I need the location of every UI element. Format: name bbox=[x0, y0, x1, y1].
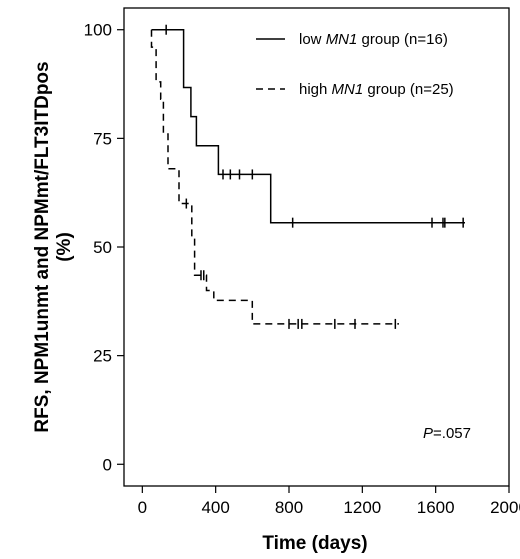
legend-label-prefix: low bbox=[299, 31, 326, 48]
x-axis: 0 400 800 1200 1600 2000 bbox=[138, 486, 520, 517]
x-axis-title: Time (days) bbox=[262, 533, 367, 554]
x-tick-label: 400 bbox=[201, 498, 229, 517]
series-line-low-mn1 bbox=[151, 28, 465, 224]
legend: low MN1 group (n=16) high MN1 group (n=25… bbox=[256, 31, 454, 98]
legend-label-gene: MN1 bbox=[326, 31, 358, 48]
y-tick-label: 100 bbox=[84, 21, 112, 40]
y-tick-label: 25 bbox=[93, 347, 112, 366]
p-value-number: =.057 bbox=[433, 425, 471, 442]
series-layer bbox=[150, 24, 465, 329]
x-tick-label: 800 bbox=[275, 498, 303, 517]
legend-label-suffix: group (n=25) bbox=[363, 81, 453, 98]
legend-label-gene: MN1 bbox=[332, 81, 364, 98]
p-value-annotation: P=.057 bbox=[423, 425, 471, 442]
y-axis: 0 25 50 75 100 bbox=[84, 21, 124, 474]
x-tick-label: 2000 bbox=[490, 498, 520, 517]
x-tick-label: 1200 bbox=[343, 498, 381, 517]
y-axis-title-line1: RFS, NPM1unmt and NPMmt/FLT3ITDpos bbox=[32, 61, 53, 432]
series-line-high-mn1 bbox=[150, 29, 399, 325]
y-tick-label: 75 bbox=[93, 129, 112, 148]
plot-frame bbox=[123, 7, 510, 487]
p-value-symbol: P bbox=[423, 425, 433, 442]
legend-label: high MN1 group (n=25) bbox=[299, 81, 454, 98]
x-tick-label: 0 bbox=[138, 498, 147, 517]
y-tick-label: 0 bbox=[103, 455, 112, 474]
y-tick-label: 50 bbox=[93, 238, 112, 257]
y-axis-title-line2: (%) bbox=[54, 232, 75, 262]
legend-label-prefix: high bbox=[299, 81, 332, 98]
legend-label: low MN1 group (n=16) bbox=[299, 31, 448, 48]
legend-label-suffix: group (n=16) bbox=[357, 31, 447, 48]
x-tick-label: 1600 bbox=[417, 498, 455, 517]
